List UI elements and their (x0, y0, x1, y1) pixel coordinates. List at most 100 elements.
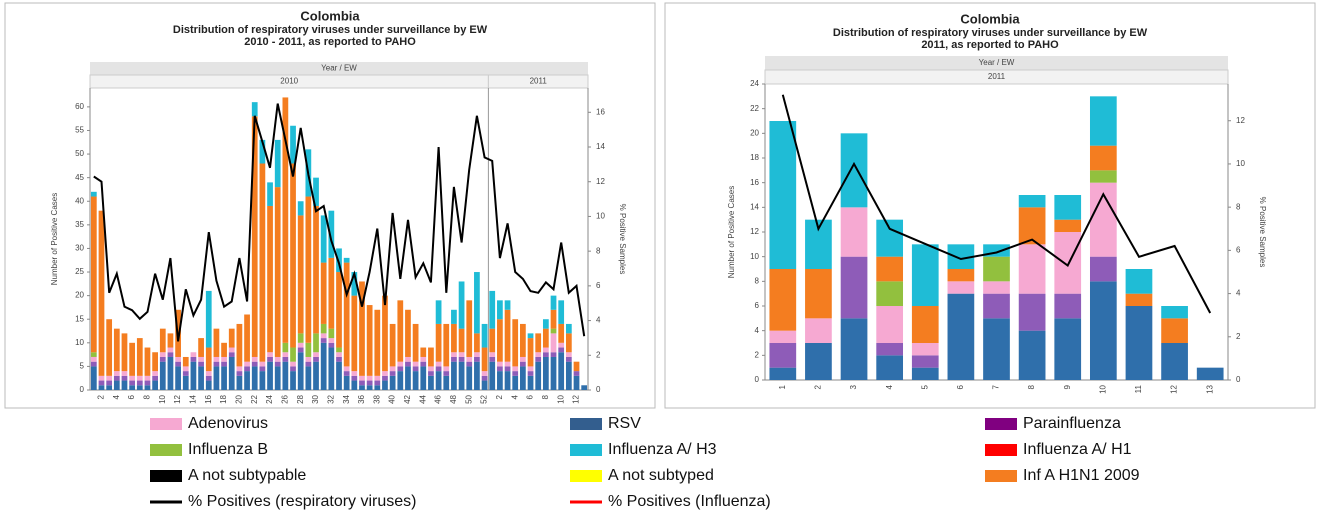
bar-segment (328, 210, 335, 258)
bar-segment (504, 366, 511, 372)
bar-segment (213, 361, 220, 367)
chart-subtitle: Distribution of respiratory viruses unde… (173, 24, 488, 36)
bar-segment (397, 366, 404, 372)
bar-segment (328, 342, 335, 348)
x-tick-label: 40 (388, 394, 397, 403)
bar-segment (497, 366, 503, 372)
bar-segment (228, 328, 235, 348)
bar-segment (947, 269, 975, 282)
legend-label: RSV (608, 415, 641, 432)
bar-segment (244, 314, 250, 362)
bar-segment (512, 319, 519, 367)
bar-segment (504, 371, 511, 390)
y-tick-label: 35 (75, 220, 84, 229)
bar-segment (458, 361, 465, 390)
bar-segment (328, 347, 335, 390)
bar-segment (397, 361, 404, 367)
bar-segment (305, 342, 312, 357)
x-tick-label: 16 (204, 394, 213, 403)
bar-segment (366, 305, 373, 376)
y2-tick-label: 0 (1236, 375, 1241, 384)
bar-segment (198, 338, 204, 357)
chart-title: Colombia (300, 8, 360, 23)
bar-segment (113, 375, 120, 381)
bar-segment (106, 375, 113, 381)
y2-tick-label: 2 (1236, 332, 1241, 341)
chart-subtitle: 2011, as reported to PAHO (921, 39, 1059, 51)
bar-segment (550, 352, 557, 357)
bar-segment (305, 196, 312, 343)
x-tick-label: 42 (403, 394, 412, 403)
bar-segment (1089, 170, 1117, 183)
bar-segment (520, 323, 526, 357)
bar-segment (282, 352, 289, 357)
bar-segment (290, 371, 296, 390)
bar-segment (221, 356, 227, 362)
bar-segment (90, 361, 97, 367)
bar-segment (175, 356, 181, 362)
bar-segment (1125, 269, 1153, 294)
bar-segment (167, 333, 174, 348)
x-tick-label: 5 (920, 384, 929, 389)
bar-segment (129, 380, 136, 386)
x-tick-label: 38 (372, 394, 381, 403)
bar-segment (343, 262, 350, 367)
bar-segment (520, 361, 526, 367)
bar-segment (420, 366, 427, 390)
bar-segment (198, 366, 204, 390)
y-tick-label: 22 (750, 104, 759, 113)
bar-segment (259, 366, 266, 372)
bar-segment (366, 375, 373, 381)
bar-segment (297, 347, 304, 353)
y2-tick-label: 12 (1236, 116, 1245, 125)
bar-segment (565, 356, 572, 362)
bar-segment (497, 319, 503, 362)
x-tick-label: 28 (296, 394, 305, 403)
bar-segment (136, 380, 143, 386)
y-tick-label: 10 (75, 338, 84, 347)
bar-segment (274, 361, 281, 367)
bar-segment (1018, 330, 1046, 380)
bar-segment (911, 244, 939, 306)
bar-segment (121, 380, 128, 390)
legend-label: Influenza B (188, 441, 268, 458)
bar-segment (1089, 256, 1117, 282)
x-tick-label: 46 (434, 394, 443, 403)
x-tick-label: 6 (526, 394, 535, 399)
x-tick-label: 18 (219, 394, 228, 403)
header-band (765, 56, 1228, 70)
x-tick-label: 4 (885, 384, 894, 389)
y-tick-label: 20 (75, 291, 84, 300)
bar-segment (527, 375, 534, 390)
x-tick-label: 12 (1170, 384, 1179, 393)
bar-segment (144, 375, 151, 381)
bar-segment (205, 380, 212, 390)
bar-segment (412, 366, 419, 372)
bar-segment (389, 323, 396, 367)
bar-segment (1161, 343, 1188, 380)
y-tick-label: 4 (755, 326, 760, 335)
bar-segment (121, 375, 128, 381)
bar-segment (236, 366, 243, 372)
bar-segment (1054, 219, 1082, 232)
bar-segment (805, 343, 832, 380)
legend-label: Influenza A/ H3 (608, 441, 717, 458)
bar-segment (466, 361, 473, 367)
bar-segment (840, 318, 868, 380)
bar-segment (542, 328, 549, 348)
y-tick-label: 14 (750, 202, 759, 211)
bar-segment (769, 330, 797, 343)
bar-segment (297, 342, 304, 348)
y-tick-label: 18 (750, 153, 759, 162)
legend-swatch (150, 444, 182, 456)
bar-segment (144, 380, 151, 386)
bar-segment (305, 361, 312, 367)
y-tick-label: 45 (75, 173, 84, 182)
x-tick-label: 2 (814, 384, 823, 389)
bar-segment (527, 371, 534, 376)
bar-segment (320, 342, 327, 390)
bar-segment (876, 281, 904, 306)
bar-segment (205, 290, 212, 348)
bar-segment (769, 121, 797, 269)
legend-swatch (985, 470, 1017, 482)
